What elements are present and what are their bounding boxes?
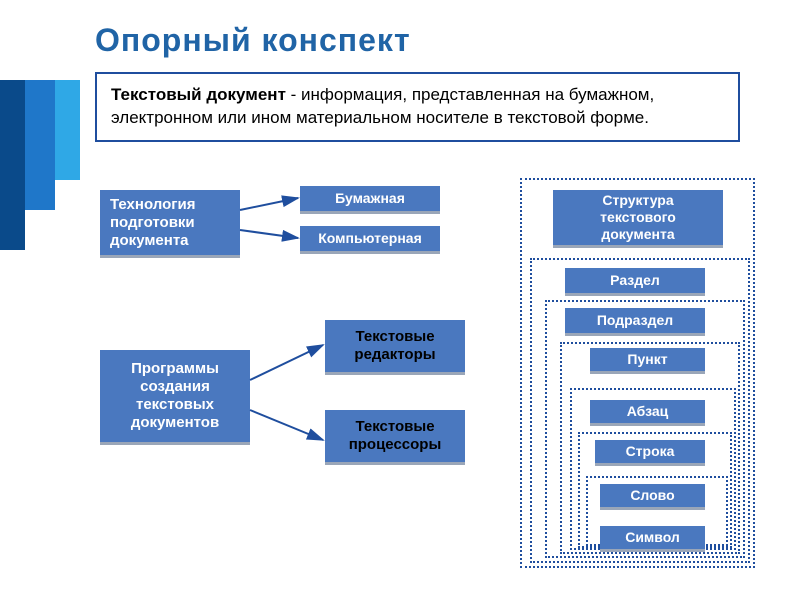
node-line: Строка xyxy=(595,440,705,466)
node-subsection: Подраздел xyxy=(565,308,705,336)
node-technology: Технология подготовки документа xyxy=(100,190,240,258)
definition-box: Текстовый документ - информация, предста… xyxy=(95,72,740,142)
side-accent-graphic xyxy=(0,80,80,250)
node-editors: Текстовые редакторы xyxy=(325,320,465,375)
node-section: Раздел xyxy=(565,268,705,296)
node-computer: Компьютерная xyxy=(300,226,440,254)
node-structure-title: Структура текстового документа xyxy=(553,190,723,248)
definition-term: Текстовый документ xyxy=(111,85,286,104)
node-processors: Текстовые процессоры xyxy=(325,410,465,465)
node-word: Слово xyxy=(600,484,705,510)
node-symbol: Символ xyxy=(600,526,705,552)
node-point: Пункт xyxy=(590,348,705,374)
node-paragraph: Абзац xyxy=(590,400,705,426)
node-programs: Программы создания текстовых документов xyxy=(100,350,250,445)
page-title: Опорный конспект xyxy=(95,22,411,59)
node-paper: Бумажная xyxy=(300,186,440,214)
